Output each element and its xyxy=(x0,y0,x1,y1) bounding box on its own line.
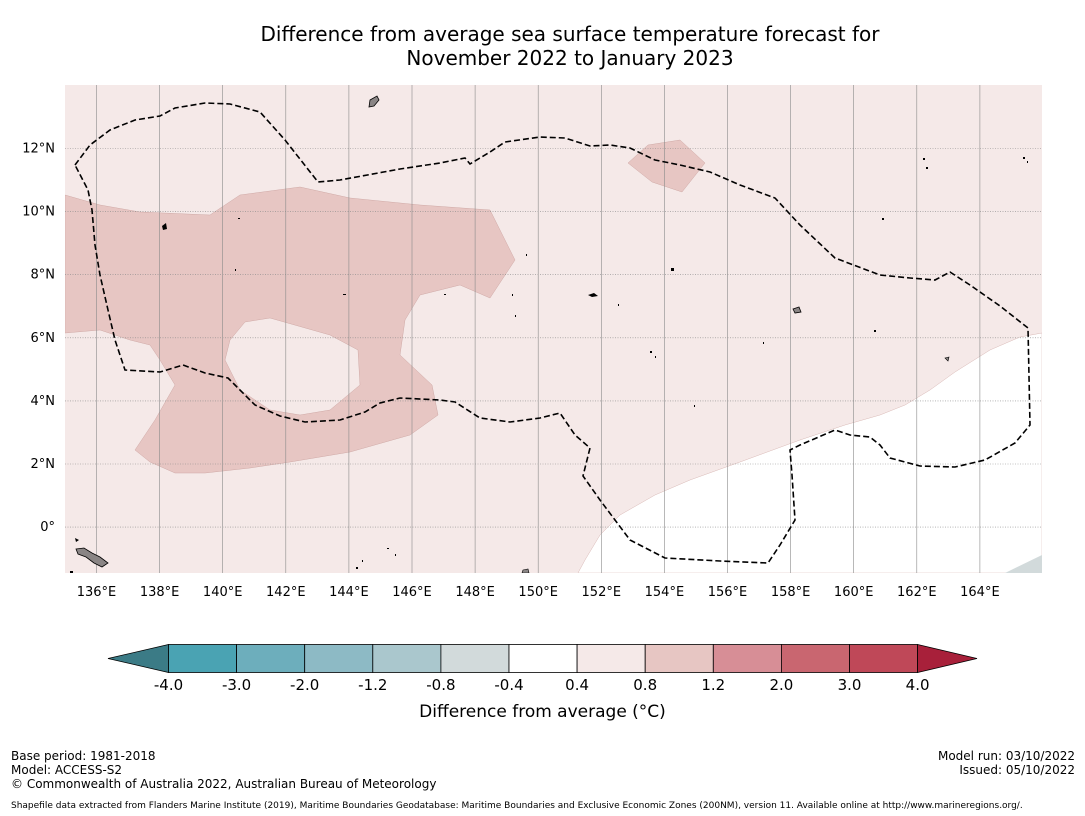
longitude-label: 148°E xyxy=(455,585,495,600)
longitude-label: 138°E xyxy=(140,585,180,600)
longitude-label: 144°E xyxy=(329,585,369,600)
colorbar-tick-label: -4.0 xyxy=(154,676,183,694)
model-name: Model: ACCESS-S2 xyxy=(11,763,123,777)
colorbar-tick-label: 2.0 xyxy=(769,676,793,694)
longitude-label: 154°E xyxy=(645,585,685,600)
colorbar-tick-label: -0.4 xyxy=(494,676,523,694)
anomaly-region-near-zero xyxy=(577,332,1042,573)
colorbar-tick-label: -1.2 xyxy=(358,676,387,694)
island xyxy=(792,306,802,314)
latitude-label: 0° xyxy=(40,520,55,535)
colorbar-tick-labels: -4.0 -3.0 -2.0 -1.2 -0.8 -0.4 0.4 0.8 1.2 2.0 3.0 4… xyxy=(154,676,930,694)
longitude-label: 146°E xyxy=(392,585,432,600)
colorbar-segment xyxy=(236,644,306,673)
colorbar-segment xyxy=(644,644,714,673)
colorbar-extend-low xyxy=(107,643,169,674)
latitude-label: 6°N xyxy=(31,331,56,346)
longitude-label: 152°E xyxy=(582,585,622,600)
longitude-label: 150°E xyxy=(518,585,558,600)
colorbar-segment xyxy=(168,644,237,673)
longitude-label: 156°E xyxy=(708,585,748,600)
island xyxy=(588,293,598,297)
colorbar-segment xyxy=(372,644,442,673)
colorbar-segment xyxy=(440,644,510,673)
map-title: Difference from average sea surface temp… xyxy=(0,22,1085,70)
eez-boundary xyxy=(74,102,1031,564)
longitude-label: 162°E xyxy=(897,585,937,600)
colorbar-tick-label: -2.0 xyxy=(290,676,319,694)
gridlines xyxy=(65,85,1042,573)
colorbar-title: Difference from average (°C) xyxy=(419,702,666,722)
colorbar-segment xyxy=(712,644,782,673)
longitude-label: 140°E xyxy=(203,585,243,600)
island xyxy=(75,538,79,542)
longitude-label: 164°E xyxy=(960,585,1000,600)
colorbar xyxy=(107,643,978,674)
colorbar-tick-label: 4.0 xyxy=(906,676,930,694)
anomaly-region-cool-corner xyxy=(1005,555,1042,573)
colorbar-tick-label: 0.4 xyxy=(565,676,589,694)
shapefile-credit: Shapefile data extracted from Flanders M… xyxy=(11,801,1023,811)
anomaly-region-0-8-1-2-north xyxy=(627,139,706,193)
island xyxy=(944,356,950,362)
small-islands xyxy=(70,157,1028,573)
colorbar-segment xyxy=(576,644,646,673)
colorbar-tick-label: -0.8 xyxy=(426,676,455,694)
island xyxy=(75,547,109,568)
footer-left: Base period: 1981-2018 Model: ACCESS-S2 … xyxy=(11,749,436,791)
latitude-label: 4°N xyxy=(31,394,56,409)
latitude-label: 2°N xyxy=(31,457,56,472)
island xyxy=(368,95,380,108)
issued-date: Issued: 05/10/2022 xyxy=(959,763,1075,777)
base-period: Base period: 1981-2018 xyxy=(11,749,156,763)
copyright: © Commonwealth of Australia 2022, Austra… xyxy=(11,777,437,791)
colorbar-tick-label: 1.2 xyxy=(701,676,725,694)
latitude-labels: 12°N 10°N 8°N 6°N 4°N 2°N 0° xyxy=(22,142,55,536)
longitude-label: 136°E xyxy=(77,585,117,600)
colorbar-tick-label: 3.0 xyxy=(838,676,862,694)
colorbar-segment xyxy=(781,644,850,673)
longitude-labels: 136°E 138°E 140°E 142°E 144°E 146°E 148°E 150°E… xyxy=(77,585,1000,600)
footer-right: Model run: 03/10/2022 Issued: 05/10/2022 xyxy=(938,749,1075,777)
longitude-label: 142°E xyxy=(266,585,306,600)
latitude-label: 8°N xyxy=(31,268,56,283)
colorbar-extend-high xyxy=(917,643,978,674)
colorbar-tick-label: -3.0 xyxy=(222,676,251,694)
colorbar-segment xyxy=(508,644,578,673)
map-title-line2: November 2022 to January 2023 xyxy=(406,46,734,70)
model-run: Model run: 03/10/2022 xyxy=(937,749,1075,763)
island xyxy=(521,568,530,573)
longitude-label: 160°E xyxy=(834,585,874,600)
colorbar-segment xyxy=(849,644,918,673)
island xyxy=(162,223,167,230)
colorbar-tick-label: 0.8 xyxy=(633,676,657,694)
longitude-label: 158°E xyxy=(771,585,811,600)
colorbar-segment xyxy=(304,644,374,673)
latitude-label: 12°N xyxy=(22,142,55,157)
map-title-line1: Difference from average sea surface temp… xyxy=(260,22,880,46)
latitude-label: 10°N xyxy=(22,205,55,220)
